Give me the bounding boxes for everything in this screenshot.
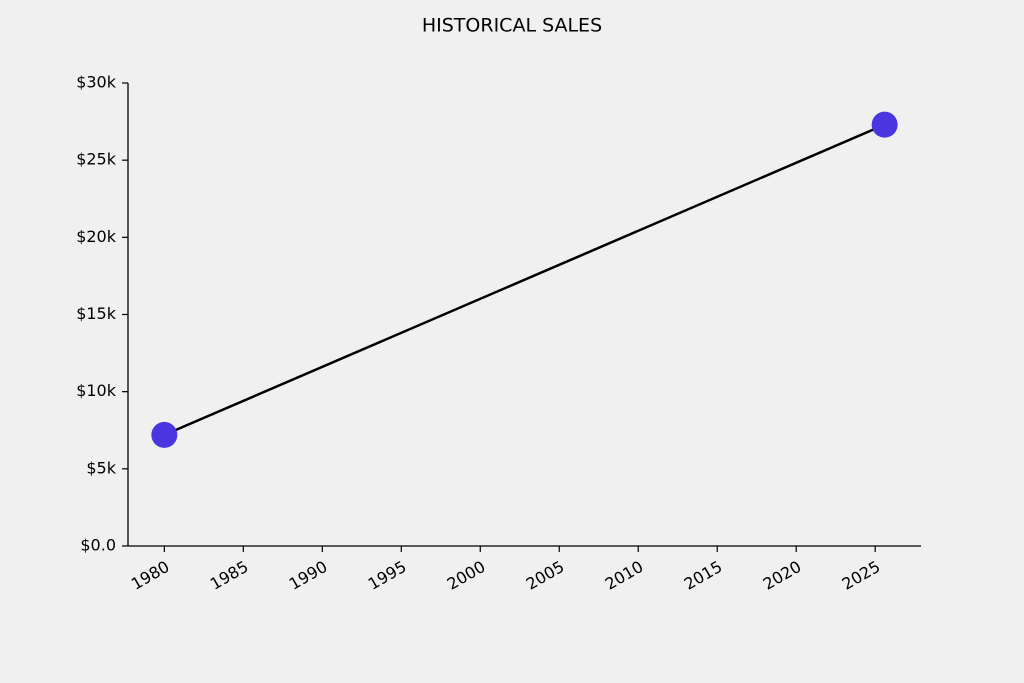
y-tick-label: $30k [76,73,117,92]
y-tick-label: $10k [76,381,117,400]
line [163,123,886,437]
point [871,111,898,138]
y-tick-label: $25k [76,150,117,169]
y-tick-label: $20k [76,227,117,246]
point [151,421,178,448]
y-tick-label: $5k [86,458,116,477]
y-tick-label: $15k [76,304,117,323]
chart-title: HISTORICAL SALES [422,15,602,37]
y-tick-label: $0.0 [80,536,116,555]
